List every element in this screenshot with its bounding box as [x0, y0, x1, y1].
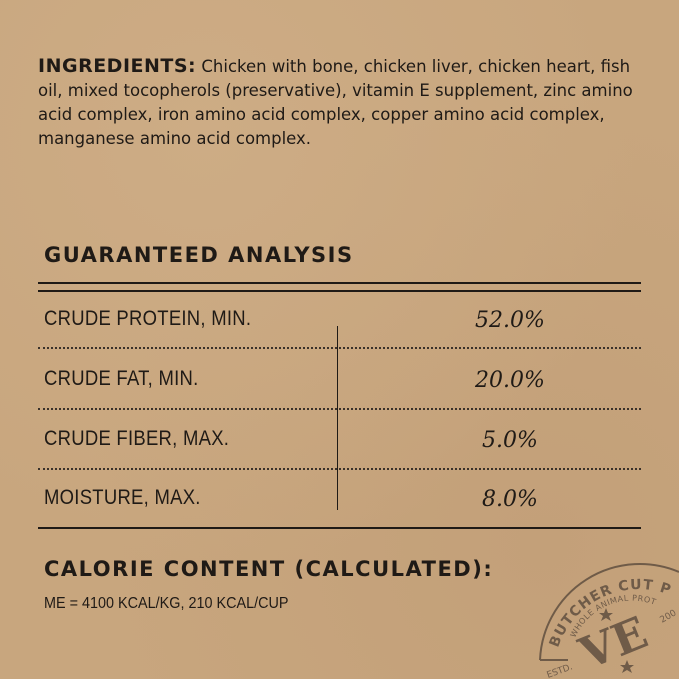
star-icon	[620, 660, 634, 673]
ingredients-text: Chicken with bone, chicken liver, chicke…	[38, 57, 633, 148]
stamp-estd: ESTD.	[546, 662, 575, 679]
table-bottom-rule	[38, 527, 641, 529]
analysis-row-value: 20.0%	[475, 368, 545, 393]
analysis-row-label: CRUDE PROTEIN, MIN.	[44, 307, 252, 330]
calorie-content-title: CALORIE CONTENT (CALCULATED):	[44, 557, 494, 581]
brand-stamp-logo: BUTCHER CUT PROTEIN WHOLE ANIMAL PROTEIN…	[520, 560, 679, 679]
analysis-row-label: CRUDE FAT, MIN.	[44, 367, 199, 390]
analysis-row-value: 5.0%	[482, 428, 538, 453]
calorie-content-value: ME = 4100 KCAL/KG, 210 KCAL/CUP	[44, 595, 289, 612]
analysis-row-label: MOISTURE, MAX.	[44, 486, 201, 509]
analysis-row-label: CRUDE FIBER, MAX.	[44, 427, 230, 450]
ingredients-label: INGREDIENTS:	[38, 55, 197, 77]
double-rule-bottom	[38, 290, 641, 292]
analysis-row-value: 8.0%	[482, 487, 538, 512]
double-rule-top	[38, 282, 641, 284]
star-icon	[599, 608, 613, 621]
row-divider	[38, 347, 641, 349]
stamp-year: 200	[659, 608, 679, 625]
column-divider	[337, 326, 338, 510]
ingredients-block: INGREDIENTS: Chicken with bone, chicken …	[38, 54, 648, 151]
analysis-row-value: 52.0%	[475, 308, 545, 333]
row-divider	[38, 468, 641, 470]
row-divider	[38, 408, 641, 410]
guaranteed-analysis-title: GUARANTEED ANALYSIS	[44, 243, 354, 267]
